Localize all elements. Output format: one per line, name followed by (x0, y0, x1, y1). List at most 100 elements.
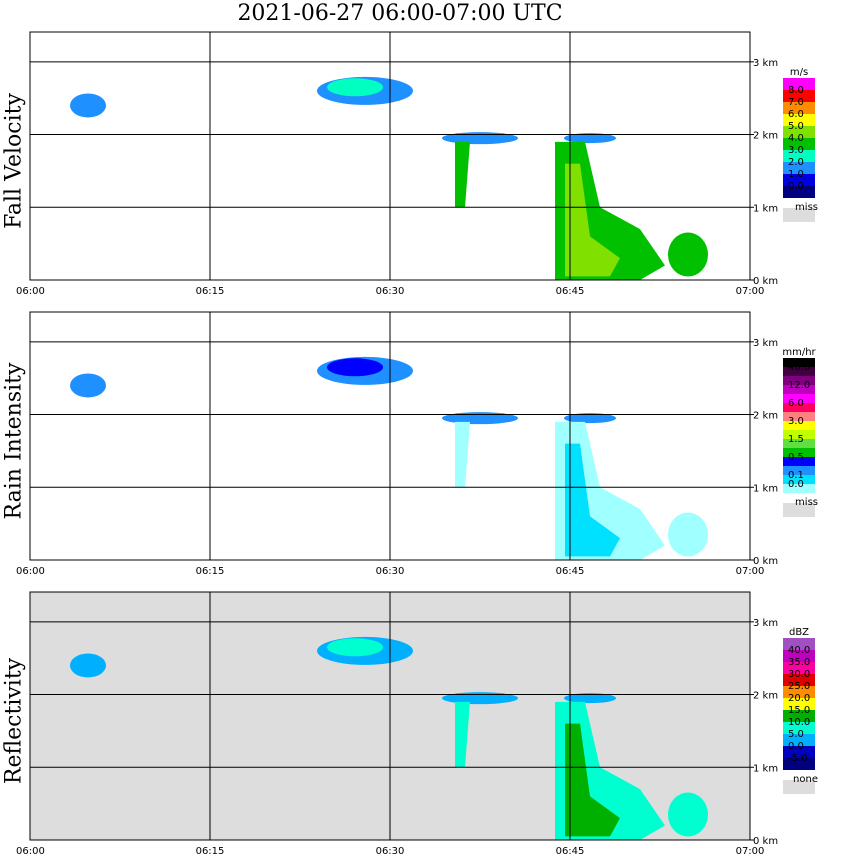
x-tick-label: 06:30 (376, 566, 405, 577)
legend-level: 6.0 (788, 398, 804, 409)
legend-level: 1.0 (788, 169, 804, 180)
legend-swatch (783, 90, 815, 102)
legend-swatch (783, 638, 815, 650)
legend-swatch (783, 403, 815, 412)
legend-swatch (783, 722, 815, 734)
legend-level: -5.0 (788, 753, 808, 764)
x-tick-label: 06:45 (556, 286, 585, 297)
legend-swatch (783, 358, 815, 367)
echo-precip-core (565, 723, 620, 837)
legend-level: 25.0 (788, 681, 810, 692)
x-tick-label: 07:00 (736, 846, 765, 857)
y-tick-label: 3 km (753, 58, 778, 69)
echo-layer (442, 132, 518, 145)
legend-swatch (783, 746, 815, 758)
legend-level: 3.0 (788, 416, 804, 427)
legend-swatch (783, 686, 815, 698)
echo-cell (668, 792, 708, 837)
legend-miss-label: miss (795, 497, 818, 508)
legend-swatch (783, 412, 815, 421)
x-tick-label: 06:30 (376, 846, 405, 857)
legend-miss-swatch (783, 780, 815, 794)
legend-level: 6.0 (788, 109, 804, 120)
legend-level: 0.0 (788, 741, 804, 752)
legend-level: 20.0 (788, 693, 810, 704)
legend-swatch (783, 734, 815, 746)
legend-unit: mm/hr (782, 347, 816, 358)
legend-swatch (783, 475, 815, 484)
legend-swatch (783, 186, 815, 198)
legend-swatch (783, 421, 815, 430)
x-tick-label: 07:00 (736, 286, 765, 297)
echo-layer (442, 692, 518, 705)
legend-swatch (783, 102, 815, 114)
legend-level: 0.0 (788, 181, 804, 192)
legend-swatch (783, 650, 815, 662)
legend-swatch (783, 710, 815, 722)
legend-level: 35.0 (788, 657, 810, 668)
y-tick-label: 0 km (753, 556, 778, 567)
legend-level: 0.1 (788, 470, 804, 481)
legend-swatch (783, 367, 815, 376)
legend-level: 0.0 (788, 479, 804, 490)
legend-level: 10.0 (788, 717, 810, 728)
legend-level: 1.5 (788, 434, 804, 445)
legend-swatch (783, 698, 815, 710)
legend-swatch (783, 385, 815, 394)
x-tick-label: 06:00 (16, 286, 45, 297)
echo-core (327, 358, 383, 377)
rain-intensity-chart: 0 km 1 km 2 km 3 km 06:00 06:15 06:30 06:45 07:0… (16, 311, 818, 577)
echo-core (327, 638, 383, 657)
rain-intensity-panel: Rain Intensity 0 km 1 km 2 km 3 km 06:00 06:1… (0, 300, 850, 582)
legend-swatch (783, 758, 815, 770)
legend-swatch (783, 394, 815, 403)
legend-swatch (783, 162, 815, 174)
legend-swatch (783, 138, 815, 150)
legend-level: 3.0 (788, 145, 804, 156)
chart-title: 2021-06-27 06:00-07:00 UTC (237, 1, 563, 26)
legend-level: 8.0 (788, 85, 804, 96)
x-tick-label: 06:45 (556, 846, 585, 857)
legend-swatch (783, 150, 815, 162)
y-tick-label: 0 km (753, 836, 778, 847)
legend-level: 4.0 (788, 133, 804, 144)
echo-core (327, 78, 383, 97)
legend-swatch (783, 484, 815, 493)
legend-swatch (783, 448, 815, 457)
legend-swatch (783, 674, 815, 686)
legend-swatch (783, 466, 815, 475)
y-tick-label: 2 km (753, 691, 778, 702)
plot-frame (29, 311, 751, 561)
reflectivity-chart: 0 km 1 km 2 km 3 km 06:00 06:15 06:30 06:45 07:0… (16, 591, 818, 857)
legend-swatch (783, 439, 815, 448)
echo-precip-core (565, 443, 620, 557)
legend-swatch (783, 457, 815, 466)
legend-swatch (783, 174, 815, 186)
legend-level: 0.5 (788, 452, 804, 463)
legend-swatch (783, 114, 815, 126)
echo-cell (668, 512, 708, 557)
legend-swatch (783, 430, 815, 439)
echo-fallstreak (455, 141, 470, 208)
legend-level: 40.0 (788, 645, 810, 656)
echo-fallstreak (455, 421, 470, 488)
echo-cell (668, 232, 708, 277)
echo-fallstreak (455, 701, 470, 768)
x-tick-label: 06:45 (556, 566, 585, 577)
legend-level: 15.0 (788, 705, 810, 716)
fall-velocity-panel: Fall Velocity 0 km 1 km 2 km 3 km 06:00 06:15… (0, 20, 850, 302)
y-tick-label: 1 km (753, 203, 778, 214)
fall-velocity-chart: 0 km 1 km 2 km 3 km 06:00 06:15 06:30 06:45 07:0… (16, 31, 818, 297)
legend-level: 12.0 (788, 380, 810, 391)
x-tick-label: 06:30 (376, 286, 405, 297)
y-tick-label: 3 km (753, 338, 778, 349)
y-tick-label: 1 km (753, 483, 778, 494)
legend-level: 48.0 (788, 362, 810, 373)
echo-layer (564, 693, 616, 704)
echo-layer (442, 412, 518, 425)
legend-miss-swatch (783, 503, 815, 517)
legend-level: 30.0 (788, 669, 810, 680)
y-tick-label: 0 km (753, 276, 778, 287)
x-tick-label: 06:00 (16, 566, 45, 577)
plot-frame (29, 31, 751, 281)
